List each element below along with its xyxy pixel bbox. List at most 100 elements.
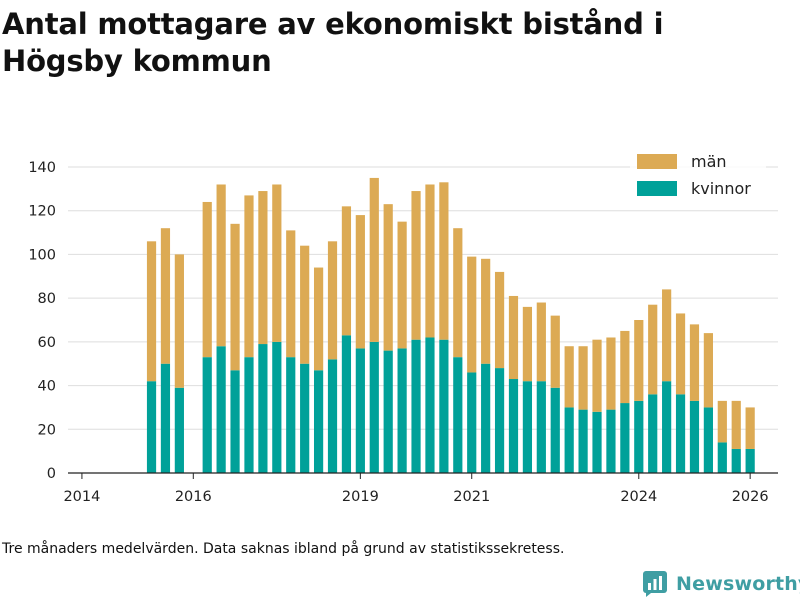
bar-kvinnor [383,350,393,473]
bar-man [425,184,435,338]
bar-man [216,184,226,347]
footnote: Tre månaders medelvärden. Data saknas ib… [2,541,565,557]
bar-man [481,258,491,364]
bar-kvinnor [662,381,672,473]
x-tick-label: 2014 [63,489,100,505]
y-tick-label: 80 [38,291,56,307]
bar-kvinnor [272,341,282,473]
bar-kvinnor [174,387,184,473]
bar-man [355,215,365,349]
y-tick-label: 20 [38,422,56,438]
legend-label: kvinnor [691,179,751,198]
bar-man [327,241,338,360]
bar-kvinnor [425,337,435,473]
x-tick-label: 2021 [453,489,490,505]
y-tick-label: 60 [38,335,56,351]
brand-name: Newsworthy [676,573,800,595]
bar-kvinnor [411,339,421,473]
bar-man [564,346,574,408]
bars [146,177,755,473]
legend-label: män [691,152,727,171]
bar-man [174,254,184,388]
x-tick-label: 2016 [175,489,212,505]
bar-kvinnor [592,411,602,473]
y-tick-label: 120 [28,204,56,220]
bar-kvinnor [522,381,533,473]
newsworthy-logo-icon [643,571,667,597]
bar-kvinnor [286,357,296,473]
bar-kvinnor [578,409,588,473]
bar-kvinnor [675,394,686,473]
bar-kvinnor [202,357,212,473]
x-tick-label: 2019 [342,489,379,505]
bar-kvinnor [369,341,379,473]
bar-man [508,295,519,380]
bar-kvinnor [244,357,254,473]
bar-man [230,223,240,371]
bar-kvinnor [731,448,741,473]
bar-kvinnor [160,363,171,473]
bar-kvinnor [230,370,240,473]
bar-man [731,400,741,449]
bar-kvinnor [313,370,324,473]
bar-kvinnor [689,400,700,473]
bar-man [244,195,254,358]
bar-man [717,400,727,443]
legend-swatch [637,181,677,196]
bar-kvinnor [481,363,491,473]
y-tick-label: 0 [47,466,56,482]
bar-man [675,313,686,395]
bar-man [313,267,324,371]
bar-man [620,330,630,404]
bar-man [300,245,310,364]
chart-title: Antal mottagare av ekonomiskt bistånd i … [2,7,664,78]
bar-kvinnor [341,335,352,473]
bar-kvinnor [467,372,477,473]
bar-kvinnor [564,407,574,473]
bar-man [258,191,268,345]
bar-man [536,302,546,382]
bar-man [341,206,352,336]
bar-man [160,228,171,364]
bar-kvinnor [620,403,630,473]
bar-kvinnor [550,387,560,473]
bar-man [662,289,672,382]
bar-man [439,182,449,340]
bar-kvinnor [146,381,157,473]
bar-kvinnor [453,357,463,473]
bar-man [146,241,157,382]
x-tick-label: 2026 [732,489,769,505]
y-tick-label: 40 [38,379,56,395]
bar-kvinnor [536,381,546,473]
bar-man [578,346,588,410]
bar-man [648,304,658,395]
bar-man [494,271,505,369]
bar-man [634,320,644,401]
y-tick-label: 100 [28,247,56,263]
bar-kvinnor [300,363,310,473]
x-tick-label: 2024 [620,489,657,505]
brand-logo[interactable]: Newsworthy [643,568,800,600]
legend: män kvinnor [630,150,766,204]
bar-kvinnor [494,368,505,473]
axes: 0 20 40 60 80 100 120 140 2014 2016 2019 2021 2024 20… [28,160,778,505]
bar-man [689,324,700,401]
bar-man [467,256,477,373]
bar-man [286,230,296,358]
legend-swatch [637,154,677,169]
bar-man [453,228,463,358]
bar-man [606,337,616,410]
bar-kvinnor [355,348,365,473]
y-tick-label: 140 [28,160,56,176]
bar-kvinnor [327,359,338,473]
bar-kvinnor [439,339,449,473]
bar-man [550,315,560,388]
bar-man [592,339,602,412]
bar-kvinnor [717,442,727,473]
bar-kvinnor [606,409,616,473]
bar-man [272,184,282,342]
bar-man [383,204,393,351]
bar-kvinnor [216,346,226,473]
bar-kvinnor [745,448,755,473]
